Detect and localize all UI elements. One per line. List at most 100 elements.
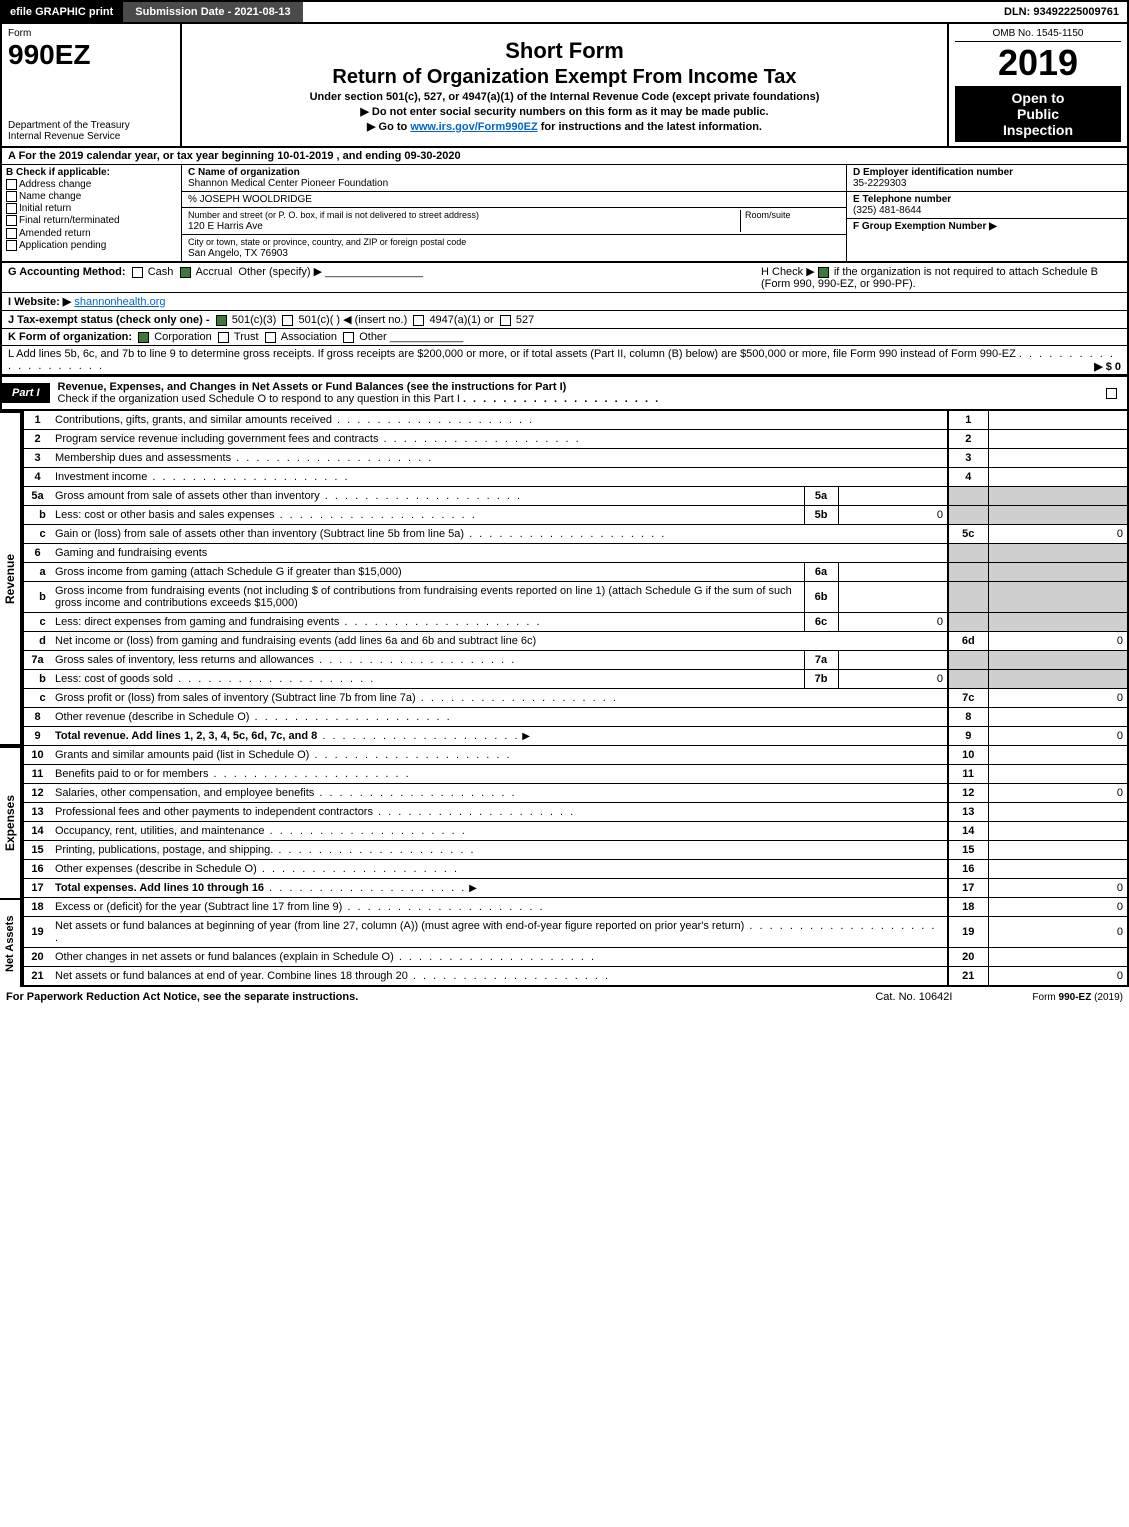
open-to-public: Open to Public Inspection [955,86,1121,142]
street: 120 E Harris Ave [188,221,263,232]
street-label: Number and street (or P. O. box, if mail… [188,210,479,220]
val-12: 0 [988,784,1128,803]
telephone: (325) 481-8644 [853,205,921,216]
g-other[interactable]: Other (specify) ▶ [238,266,322,278]
line7b: Less: cost of goods sold [55,673,375,685]
side-expenses: Expenses [0,746,22,898]
line-a-taxyear: A For the 2019 calendar year, or tax yea… [0,148,1129,165]
line4: Investment income [55,471,350,483]
l-text: L Add lines 5b, 6c, and 7b to line 9 to … [8,348,1016,360]
cb-amended-return[interactable]: Amended return [19,228,91,239]
line6a: Gross income from gaming (attach Schedul… [55,566,402,578]
goto-link[interactable]: www.irs.gov/Form990EZ [410,121,537,133]
entity-info: B Check if applicable: Address change Na… [0,165,1129,263]
section-b: B Check if applicable: Address change Na… [2,165,182,261]
room-label: Room/suite [745,210,791,220]
netassets-table: 18Excess or (deficit) for the year (Subt… [22,898,1129,987]
efile-label[interactable]: efile GRAPHIC print [2,2,121,22]
row-k: K Form of organization: Corporation Trus… [0,329,1129,346]
part1-sub: Check if the organization used Schedule … [58,393,460,405]
val-17: 0 [988,879,1128,898]
line20: Other changes in net assets or fund bala… [55,951,596,963]
k-association[interactable]: Association [281,331,337,343]
line10: Grants and similar amounts paid (list in… [55,749,512,761]
l-value: ▶ $ 0 [1094,360,1121,373]
val-6d: 0 [988,632,1128,651]
form-number: 990EZ [8,39,174,71]
form-header: Form 990EZ Department of the Treasury In… [0,22,1129,148]
section-c: C Name of organization Shannon Medical C… [182,165,847,261]
line14: Occupancy, rent, utilities, and maintena… [55,825,467,837]
title-short-form: Short Form [188,38,941,64]
j-4947[interactable]: 4947(a)(1) or [429,314,493,326]
val-21: 0 [988,967,1128,987]
val-18: 0 [988,898,1128,917]
line19: Net assets or fund balances at beginning… [55,920,936,944]
line11: Benefits paid to or for members [55,768,411,780]
line3: Membership dues and assessments [55,452,433,464]
k-corporation[interactable]: Corporation [154,331,211,343]
cb-name-change[interactable]: Name change [19,191,81,202]
subtitle-under: Under section 501(c), 527, or 4947(a)(1)… [188,91,941,103]
website-link[interactable]: shannonhealth.org [74,296,165,308]
line13: Professional fees and other payments to … [55,806,575,818]
line5b: Less: cost or other basis and sales expe… [55,509,477,521]
f-group-label: F Group Exemption Number ▶ [853,221,997,232]
line6d: Net income or (loss) from gaming and fun… [55,635,536,647]
j-501c3[interactable]: 501(c)(3) [232,314,277,326]
line16: Other expenses (describe in Schedule O) [55,863,459,875]
part1-schedo-checkbox[interactable] [1106,388,1117,399]
j-501c[interactable]: 501(c)( ) ◀ (insert no.) [299,314,408,326]
dln: DLN: 93492225009761 [996,2,1127,22]
k-trust[interactable]: Trust [234,331,259,343]
line5a: Gross amount from sale of assets other t… [55,490,522,502]
line7c: Gross profit or (loss) from sales of inv… [55,692,618,704]
g-label: G Accounting Method: [8,266,126,278]
k-other[interactable]: Other [359,331,387,343]
side-netassets: Net Assets [0,898,22,987]
care-of: % JOSEPH WOOLDRIDGE [188,194,312,205]
val-5b: 0 [838,506,948,525]
line1: Contributions, gifts, grants, and simila… [55,414,534,426]
c-name-label: C Name of organization [188,167,300,178]
section-def: D Employer identification number 35-2229… [847,165,1127,261]
val-6c: 0 [838,613,948,632]
org-name: Shannon Medical Center Pioneer Foundatio… [188,178,388,189]
subtitle-goto: ▶ Go to www.irs.gov/Form990EZ for instru… [188,120,941,133]
val-19: 0 [988,917,1128,948]
expenses-table: 10Grants and similar amounts paid (list … [22,746,1129,898]
footer-paperwork: For Paperwork Reduction Act Notice, see … [6,991,875,1003]
ein: 35-2229303 [853,178,906,189]
dept-treasury: Department of the Treasury [8,120,174,131]
cb-address-change[interactable]: Address change [19,179,91,190]
revenue-table: 1Contributions, gifts, grants, and simil… [22,411,1129,746]
submission-date: Submission Date - 2021-08-13 [121,2,302,22]
line17: Total expenses. Add lines 10 through 16 [55,882,264,894]
cb-final-return[interactable]: Final return/terminated [19,216,120,227]
line7a: Gross sales of inventory, less returns a… [55,654,516,666]
line2: Program service revenue including govern… [55,433,581,445]
part1-tag: Part I [2,383,50,403]
part1-title: Revenue, Expenses, and Changes in Net As… [58,381,567,393]
row-l: L Add lines 5b, 6c, and 7b to line 9 to … [0,346,1129,376]
footer-formref: Form 990-EZ (2019) [1032,992,1123,1003]
j-527[interactable]: 527 [516,314,534,326]
city-label: City or town, state or province, country… [188,237,466,247]
cb-initial-return[interactable]: Initial return [19,203,71,214]
e-tel-label: E Telephone number [853,194,951,205]
line6b: Gross income from fundraising events (no… [55,585,792,609]
line21: Net assets or fund balances at end of ye… [55,970,610,982]
cb-application-pending[interactable]: Application pending [19,240,106,251]
d-ein-label: D Employer identification number [853,167,1013,178]
row-gh: G Accounting Method: Cash Accrual Other … [0,263,1129,293]
val-5c: 0 [988,525,1128,544]
g-cash[interactable]: Cash [148,266,174,278]
omb-number: OMB No. 1545-1150 [955,28,1121,42]
line8: Other revenue (describe in Schedule O) [55,711,452,723]
k-label: K Form of organization: [8,331,132,343]
val-9: 0 [988,727,1128,746]
g-accrual[interactable]: Accrual [196,266,233,278]
j-label: J Tax-exempt status (check only one) - [8,314,210,326]
line5c: Gain or (loss) from sale of assets other… [55,528,666,540]
b-label: B Check if applicable: [6,167,177,178]
